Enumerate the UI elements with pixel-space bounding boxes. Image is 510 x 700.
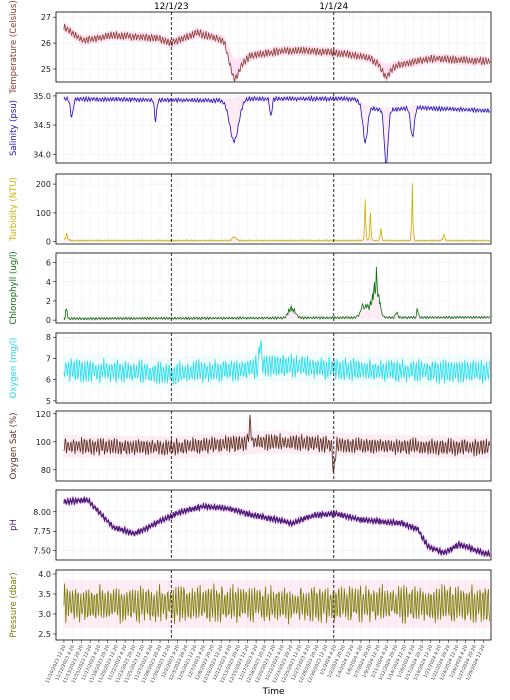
pressure-ytick-label-2: 3.5: [38, 590, 51, 599]
oxygen-ytick-label-1: 6: [46, 376, 51, 385]
chlorophyll-series-line: [63, 266, 491, 321]
ph-band: [63, 496, 490, 558]
oxygen-ylabel: Oxygen (mg/l): [9, 338, 19, 399]
temperature-series-line: [63, 23, 491, 82]
oxygen-frame: [55, 332, 492, 404]
chlorophyll-frame: [55, 252, 492, 324]
pressure-ytick-label-0: 2.5: [38, 630, 51, 639]
turbidity-band: [63, 182, 490, 242]
temperature-frame: [55, 11, 492, 83]
salinity-grid: [56, 93, 491, 163]
pressure-ylabel: Pressure (dbar): [9, 572, 19, 637]
oxygen_sat-ylabel: Oxygen Sat (%): [9, 413, 19, 480]
salinity-band: [63, 96, 490, 163]
oxygen_sat-ytick-label-2: 120: [36, 410, 51, 419]
temperature-grid: [56, 12, 491, 82]
turbidity-ytick-label-0: 0: [46, 238, 51, 247]
turbidity-grid: [56, 174, 491, 244]
chlorophyll-ytick-label-0: 0: [46, 316, 51, 325]
temperature-ylabel: Temperature (Celsius): [9, 0, 19, 94]
pressure-ytick-label-1: 3.0: [38, 610, 51, 619]
salinity-ylabel: Salinity (psu): [9, 100, 19, 156]
oxygen-band: [63, 333, 490, 389]
ph-ylabel: pH: [9, 519, 19, 531]
oxygen-grid: [56, 333, 491, 403]
turbidity-ytick-label-2: 200: [36, 180, 51, 189]
ph-ytick-label-0: 7.50: [33, 547, 51, 556]
oxygen-ytick-label-2: 7: [46, 354, 51, 363]
oxygen_sat-ytick-label-1: 100: [36, 438, 51, 447]
ph-ytick-label-2: 8.00: [33, 508, 51, 517]
salinity-ytick-label-1: 34.5: [33, 121, 51, 130]
chlorophyll-ytick-label-1: 2: [46, 297, 51, 306]
salinity-series-line: [63, 94, 491, 163]
oxygen-series-line: [63, 340, 491, 385]
turbidity-ytick-label-1: 100: [36, 209, 51, 218]
ph-series-line: [63, 495, 491, 558]
salinity-frame: [55, 92, 492, 164]
ph-grid: [56, 490, 491, 560]
turbidity-series-line: [63, 183, 491, 242]
vline-label-0: 12/1/23: [154, 2, 189, 12]
temperature-band: [63, 21, 490, 82]
turbidity-ylabel: Turbidity (NTU): [9, 177, 19, 242]
x-axis-label: Time: [261, 687, 284, 697]
temperature-ytick-label-2: 27: [41, 13, 51, 22]
pressure-series-line: [63, 583, 491, 625]
oxygen-ytick-label-0: 5: [46, 397, 51, 406]
turbidity-frame: [55, 173, 492, 245]
ph-ytick-label-1: 7.75: [33, 527, 51, 536]
chlorophyll-ylabel: Chlorophyll (ug/l): [9, 251, 19, 324]
salinity-ytick-label-2: 35.0: [33, 92, 51, 101]
ph-frame: [55, 489, 492, 561]
oxygen_sat-ytick-label-0: 80: [41, 466, 51, 475]
chlorophyll-grid: [56, 253, 491, 323]
chlorophyll-ytick-label-3: 6: [46, 259, 51, 268]
temperature-ytick-label-1: 26: [41, 39, 51, 48]
oxygen_sat-frame: [55, 410, 492, 482]
temperature-ytick-label-0: 25: [41, 65, 51, 74]
pressure-ytick-label-3: 4.0: [38, 570, 51, 579]
oxygen_sat-band: [63, 411, 490, 481]
oxygen_sat-series-line: [63, 414, 491, 473]
chlorophyll-ytick-label-2: 4: [46, 278, 51, 287]
oxygen-ytick-label-3: 8: [46, 333, 51, 342]
vline-label-1: 1/1/24: [319, 2, 348, 12]
salinity-ytick-label-0: 34.0: [33, 150, 51, 159]
chlorophyll-band: [63, 265, 490, 321]
